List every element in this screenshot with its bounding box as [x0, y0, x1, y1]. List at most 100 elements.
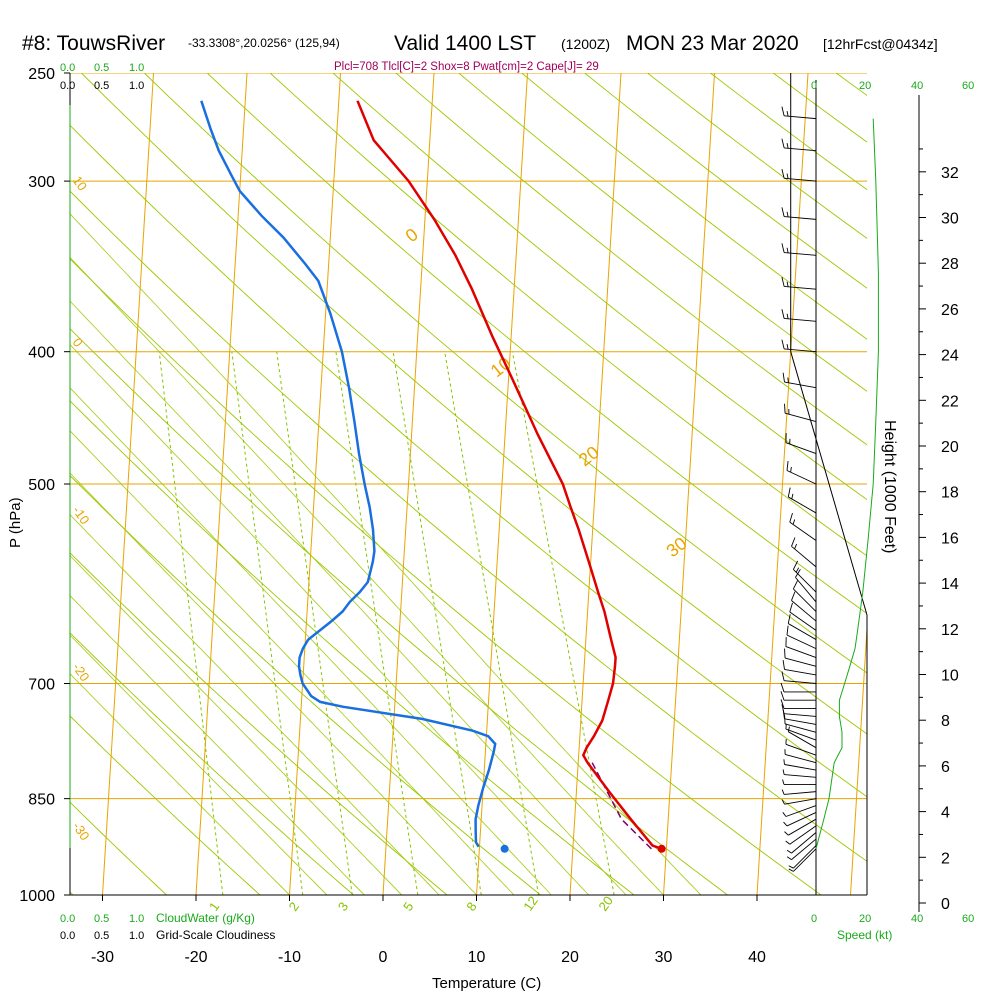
wind-barb-half-flag — [786, 143, 789, 149]
height-tick-label: 20 — [941, 439, 959, 456]
height-tick-label: 22 — [941, 393, 959, 410]
wind-barb — [791, 537, 817, 568]
wind-barb-staff — [784, 680, 817, 684]
dry-adiabat-line — [269, 73, 867, 557]
dry-adiabat-line — [70, 801, 168, 895]
wind-barb-flag — [787, 614, 791, 624]
wind-barb-half-flag — [786, 849, 792, 854]
wind-barb-flag — [791, 537, 796, 547]
wind-barb-flag — [791, 591, 796, 601]
speed-scale-bottom-60: 60 — [962, 913, 974, 925]
wind-barb — [786, 838, 817, 861]
moist-adiabat-line — [70, 634, 328, 895]
wind-barb-staff — [784, 774, 817, 778]
wind-barb — [781, 277, 817, 290]
wind-barb-flag — [780, 691, 785, 701]
x-tick-label: -10 — [278, 949, 301, 966]
mixing-ratio-line — [231, 351, 304, 895]
wind-barb-staff — [784, 657, 817, 667]
wind-barb-half-flag — [786, 211, 789, 218]
wind-barb-half-flag — [786, 281, 789, 287]
wind-barb-flag — [781, 671, 785, 681]
height-tick-label: 32 — [941, 165, 959, 182]
wind-barb — [786, 832, 817, 854]
wind-barb — [782, 372, 817, 389]
wind-barb-staff — [793, 569, 817, 593]
wind-barb-staff — [795, 577, 817, 603]
cloud-scale-bottom-black-2: 1.0 — [129, 930, 144, 942]
mixing-ratio-line — [392, 351, 482, 895]
wind-barb — [792, 580, 817, 612]
moist-adiabat-line — [70, 595, 365, 895]
wind-barb-staff — [784, 318, 817, 322]
cloud-scale-top-black-0: 0.0 — [60, 80, 75, 92]
wind-barb-flag — [787, 487, 791, 498]
wind-barb-half-flag — [786, 313, 789, 319]
wind-barb-staff — [784, 285, 817, 290]
wind-barb-staff — [785, 805, 817, 817]
wind-barb — [786, 625, 817, 650]
wind-barb — [781, 704, 817, 717]
wind-barb — [780, 699, 816, 709]
wind-barb — [785, 433, 817, 455]
wind-barb — [784, 648, 817, 667]
wind-barb — [781, 339, 817, 353]
wind-barb-staff — [784, 177, 817, 182]
y-tick-label: 300 — [28, 174, 55, 191]
wind-barb — [784, 403, 817, 422]
wind-barb — [786, 461, 817, 485]
wind-barb-staff — [786, 470, 817, 485]
wind-barb-half-flag — [786, 173, 789, 179]
wind-barb-flag — [781, 243, 785, 253]
wind-barb — [780, 691, 816, 701]
cloudiness-label: Grid-Scale Cloudiness — [156, 928, 275, 942]
wind-barb-flag — [786, 625, 789, 636]
wind-barb-staff — [789, 825, 817, 845]
mixing-ratio-label: 12 — [520, 893, 541, 913]
surface-temperature-marker — [657, 844, 666, 853]
height-tick-label: 2 — [941, 850, 950, 867]
isotherm-line — [101, 73, 155, 895]
y2-axis-title: Height (1000 Feet) — [881, 420, 898, 553]
x-tick-label: 0 — [379, 949, 388, 966]
wind-barb-staff — [784, 718, 817, 725]
speed-axis-label: Speed (kt) — [837, 928, 892, 942]
x-tick-label: 10 — [468, 949, 486, 966]
cloud-scale-top-green-2: 1.0 — [129, 62, 144, 74]
wind-barb-half-flag — [782, 769, 785, 775]
cloudwater-label: CloudWater (g/Kg) — [156, 911, 255, 925]
wind-barb-staff — [784, 764, 817, 771]
moist-adiabat-line — [70, 472, 477, 895]
surface-dewpoint-marker — [500, 844, 509, 853]
wind-barb-half-flag — [786, 856, 792, 861]
isotherm-line — [849, 621, 867, 895]
isotherm-line — [569, 73, 622, 895]
wind-barb — [787, 614, 817, 640]
wind-barb-staff — [786, 812, 817, 827]
wind-barb-half-flag — [781, 789, 785, 795]
wind-barb — [785, 637, 817, 658]
moist-adiabat-line — [70, 673, 290, 895]
speed-scale-top-40: 40 — [911, 80, 923, 92]
speed-scale-top-0: 0 — [811, 80, 817, 92]
x-tick-label: -20 — [184, 949, 207, 966]
wind-barb — [782, 659, 817, 676]
wind-barb-staff — [784, 713, 817, 717]
y-tick-label: 1000 — [19, 888, 55, 905]
wind-barb — [781, 798, 817, 805]
height-tick-label: 24 — [941, 348, 959, 365]
wind-speed-profile — [815, 118, 879, 849]
mixing-ratio-line — [158, 351, 224, 895]
sounding-params: Plcl=708 Tlcl[C]=2 Shox=8 Pwat[cm]=2 Cap… — [334, 61, 599, 73]
cloud-scale-bottom-black-0: 0.0 — [60, 930, 75, 942]
dry-adiabat-line — [70, 328, 729, 895]
wind-barb-staff — [791, 600, 817, 622]
wind-barb-half-flag — [794, 543, 798, 550]
wind-barb-flag — [781, 309, 785, 319]
wind-barb-flag — [782, 659, 785, 670]
moist-adiabat-line — [70, 554, 403, 895]
wind-barb-staff — [784, 115, 817, 120]
wind-barb-half-flag — [782, 812, 787, 817]
wind-barb-half-flag — [786, 344, 789, 350]
isotherm-line — [288, 73, 342, 895]
